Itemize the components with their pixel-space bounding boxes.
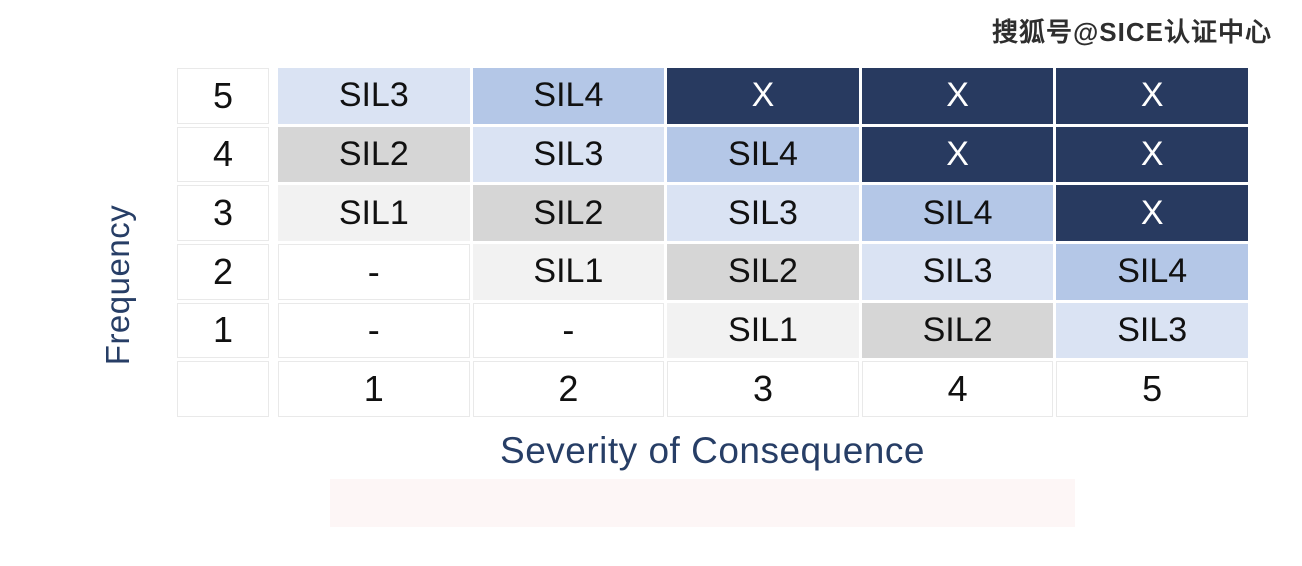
x-tick-cell: 2 xyxy=(472,361,665,417)
matrix-cell: SIL2 xyxy=(278,126,470,183)
matrix-cell: X xyxy=(1056,126,1248,183)
sil-risk-matrix: 5 SIL3 SIL4 X X X 4 SIL2 SIL3 SIL4 X X 3 SIL1 SIL2 SIL3… xyxy=(177,68,1248,417)
x-axis-label: Severity of Consequence xyxy=(500,430,925,471)
matrix-cell: SIL1 xyxy=(278,185,470,241)
column-spacer xyxy=(272,68,275,124)
watermark-text: 搜狐号@SICE认证中心 xyxy=(991,17,1272,47)
row-label-cell: 2 xyxy=(177,244,269,300)
matrix-cell: SIL3 xyxy=(1056,302,1248,359)
x-tick-cell: 3 xyxy=(667,361,859,417)
matrix-cell: X xyxy=(861,126,1054,183)
column-spacer xyxy=(272,244,275,300)
x-tick-cell: 4 xyxy=(861,361,1054,417)
column-spacer xyxy=(272,185,275,241)
corner-cell xyxy=(177,361,269,417)
matrix-cell: SIL2 xyxy=(472,185,665,241)
watermark-strip xyxy=(330,479,1075,527)
x-tick-cell: 1 xyxy=(278,361,470,417)
matrix-cell: - xyxy=(278,302,470,359)
y-axis-label: Frequency xyxy=(99,204,136,366)
column-spacer xyxy=(272,126,275,183)
matrix-cell: SIL2 xyxy=(861,302,1054,359)
row-label-cell: 1 xyxy=(177,302,269,359)
row-label-cell: 5 xyxy=(177,68,269,124)
matrix-cell: - xyxy=(278,244,470,300)
column-spacer xyxy=(272,361,275,417)
matrix-cell: SIL3 xyxy=(278,68,470,124)
matrix-cell: SIL3 xyxy=(861,244,1054,300)
matrix-cell: X xyxy=(1056,68,1248,124)
matrix-cell: SIL4 xyxy=(861,185,1054,241)
matrix-cell: SIL1 xyxy=(472,244,665,300)
matrix-cell: X xyxy=(667,68,859,124)
matrix-cell: X xyxy=(1056,185,1248,241)
matrix-cell: SIL4 xyxy=(472,68,665,124)
matrix-grid: 5 SIL3 SIL4 X X X 4 SIL2 SIL3 SIL4 X X 3 SIL1 SIL2 SIL3… xyxy=(177,68,1248,417)
matrix-cell: X xyxy=(861,68,1054,124)
matrix-cell: SIL4 xyxy=(1056,244,1248,300)
matrix-cell: SIL3 xyxy=(667,185,859,241)
matrix-cell: SIL2 xyxy=(667,244,859,300)
x-tick-cell: 5 xyxy=(1056,361,1248,417)
column-spacer xyxy=(272,302,275,359)
matrix-cell: SIL3 xyxy=(472,126,665,183)
matrix-cell: SIL4 xyxy=(667,126,859,183)
row-label-cell: 3 xyxy=(177,185,269,241)
matrix-cell: SIL1 xyxy=(667,302,859,359)
matrix-cell: - xyxy=(472,302,665,359)
row-label-cell: 4 xyxy=(177,126,269,183)
